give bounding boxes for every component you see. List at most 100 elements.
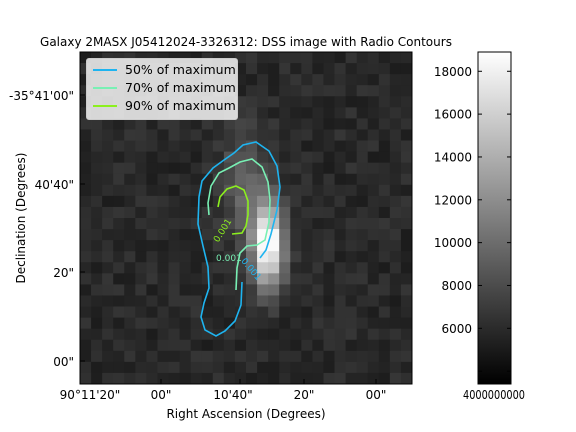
- image-pixel: [323, 350, 335, 363]
- image-pixel: [301, 273, 313, 285]
- image-pixel: [367, 350, 380, 363]
- image-pixel: [389, 284, 402, 296]
- image-pixel: [157, 184, 169, 197]
- image-pixel: [102, 229, 114, 241]
- image-pixel: [389, 361, 402, 374]
- image-pixel: [301, 206, 313, 219]
- image-pixel: [290, 240, 302, 252]
- image-pixel: [367, 206, 380, 219]
- image-pixel: [301, 372, 313, 385]
- image-pixel: [113, 162, 125, 175]
- image-pixel: [312, 350, 324, 363]
- image-pixel: [80, 251, 92, 263]
- image-pixel: [323, 63, 335, 75]
- image-pixel: [389, 339, 402, 352]
- image-pixel: [400, 251, 413, 263]
- y-axis-label: Declination (Degrees): [14, 153, 28, 284]
- image-pixel: [190, 350, 203, 363]
- image-pixel: [234, 306, 247, 318]
- image-pixel: [212, 372, 225, 385]
- image-pixel: [223, 262, 236, 274]
- image-pixel: [345, 262, 358, 274]
- image-pixel: [356, 96, 369, 108]
- image-pixel: [356, 284, 369, 296]
- image-pixel: [246, 96, 258, 108]
- colorbar-tick-label: 16000: [434, 108, 472, 122]
- image-pixel: [257, 361, 269, 374]
- image-pixel: [91, 162, 103, 175]
- image-pixel: [378, 251, 391, 263]
- image-pixel: [135, 295, 147, 307]
- image-pixel: [168, 251, 180, 263]
- image-pixel: [179, 284, 192, 296]
- image-pixel: [234, 284, 247, 296]
- image-pixel: [323, 52, 335, 64]
- image-pixel: [400, 173, 413, 186]
- image-pixel: [201, 151, 214, 164]
- image-pixel: [268, 63, 280, 75]
- image-pixel: [80, 162, 92, 175]
- image-pixel: [400, 52, 413, 64]
- image-pixel: [345, 284, 358, 296]
- image-pixel: [301, 85, 313, 97]
- image-pixel: [356, 218, 369, 230]
- image-pixel: [157, 140, 169, 152]
- image-pixel: [212, 240, 225, 252]
- image-pixel: [323, 195, 335, 208]
- image-pixel: [157, 173, 169, 186]
- image-pixel: [223, 195, 236, 208]
- image-pixel: [389, 195, 402, 208]
- image-pixel: [91, 262, 103, 274]
- image-pixel: [80, 306, 92, 318]
- image-pixel: [378, 328, 391, 341]
- image-pixel: [312, 284, 324, 296]
- image-pixel: [91, 206, 103, 219]
- image-pixel: [190, 151, 203, 164]
- image-pixel: [135, 52, 147, 64]
- image-pixel: [301, 107, 313, 119]
- image-pixel: [246, 184, 258, 197]
- legend-label: 50% of maximum: [125, 62, 236, 77]
- image-pixel: [301, 295, 313, 307]
- image-pixel: [378, 140, 391, 152]
- image-pixel: [212, 306, 225, 318]
- image-pixel: [135, 229, 147, 241]
- image-pixel: [135, 273, 147, 285]
- image-pixel: [157, 262, 169, 274]
- image-pixel: [113, 151, 125, 164]
- image-pixel: [234, 229, 247, 241]
- image-pixel: [334, 240, 346, 252]
- image-pixel: [268, 328, 280, 341]
- image-pixel: [367, 251, 380, 263]
- image-pixel: [212, 339, 225, 352]
- image-pixel: [135, 162, 147, 175]
- image-pixel: [190, 306, 203, 318]
- image-pixel: [334, 372, 346, 385]
- image-pixel: [201, 229, 214, 241]
- image-pixel: [323, 118, 335, 130]
- image-pixel: [91, 218, 103, 230]
- image-pixel: [400, 273, 413, 285]
- image-pixel: [168, 317, 180, 330]
- image-pixel: [234, 96, 247, 108]
- image-pixel: [268, 251, 280, 263]
- contour-label-70: 0.001: [216, 254, 242, 264]
- image-pixel: [146, 206, 158, 219]
- image-pixel: [80, 140, 92, 152]
- image-pixel: [268, 273, 280, 285]
- image-pixel: [356, 350, 369, 363]
- image-pixel: [146, 218, 158, 230]
- image-pixel: [400, 206, 413, 219]
- image-pixel: [190, 295, 203, 307]
- image-pixel: [345, 74, 358, 86]
- image-pixel: [146, 240, 158, 252]
- image-pixel: [367, 262, 380, 274]
- image-pixel: [367, 372, 380, 385]
- image-pixel: [146, 251, 158, 263]
- image-pixel: [113, 339, 125, 352]
- x-tick-label: 10'40": [213, 388, 252, 402]
- image-pixel: [279, 85, 291, 97]
- image-pixel: [356, 85, 369, 97]
- image-pixel: [367, 173, 380, 186]
- image-pixel: [146, 173, 158, 186]
